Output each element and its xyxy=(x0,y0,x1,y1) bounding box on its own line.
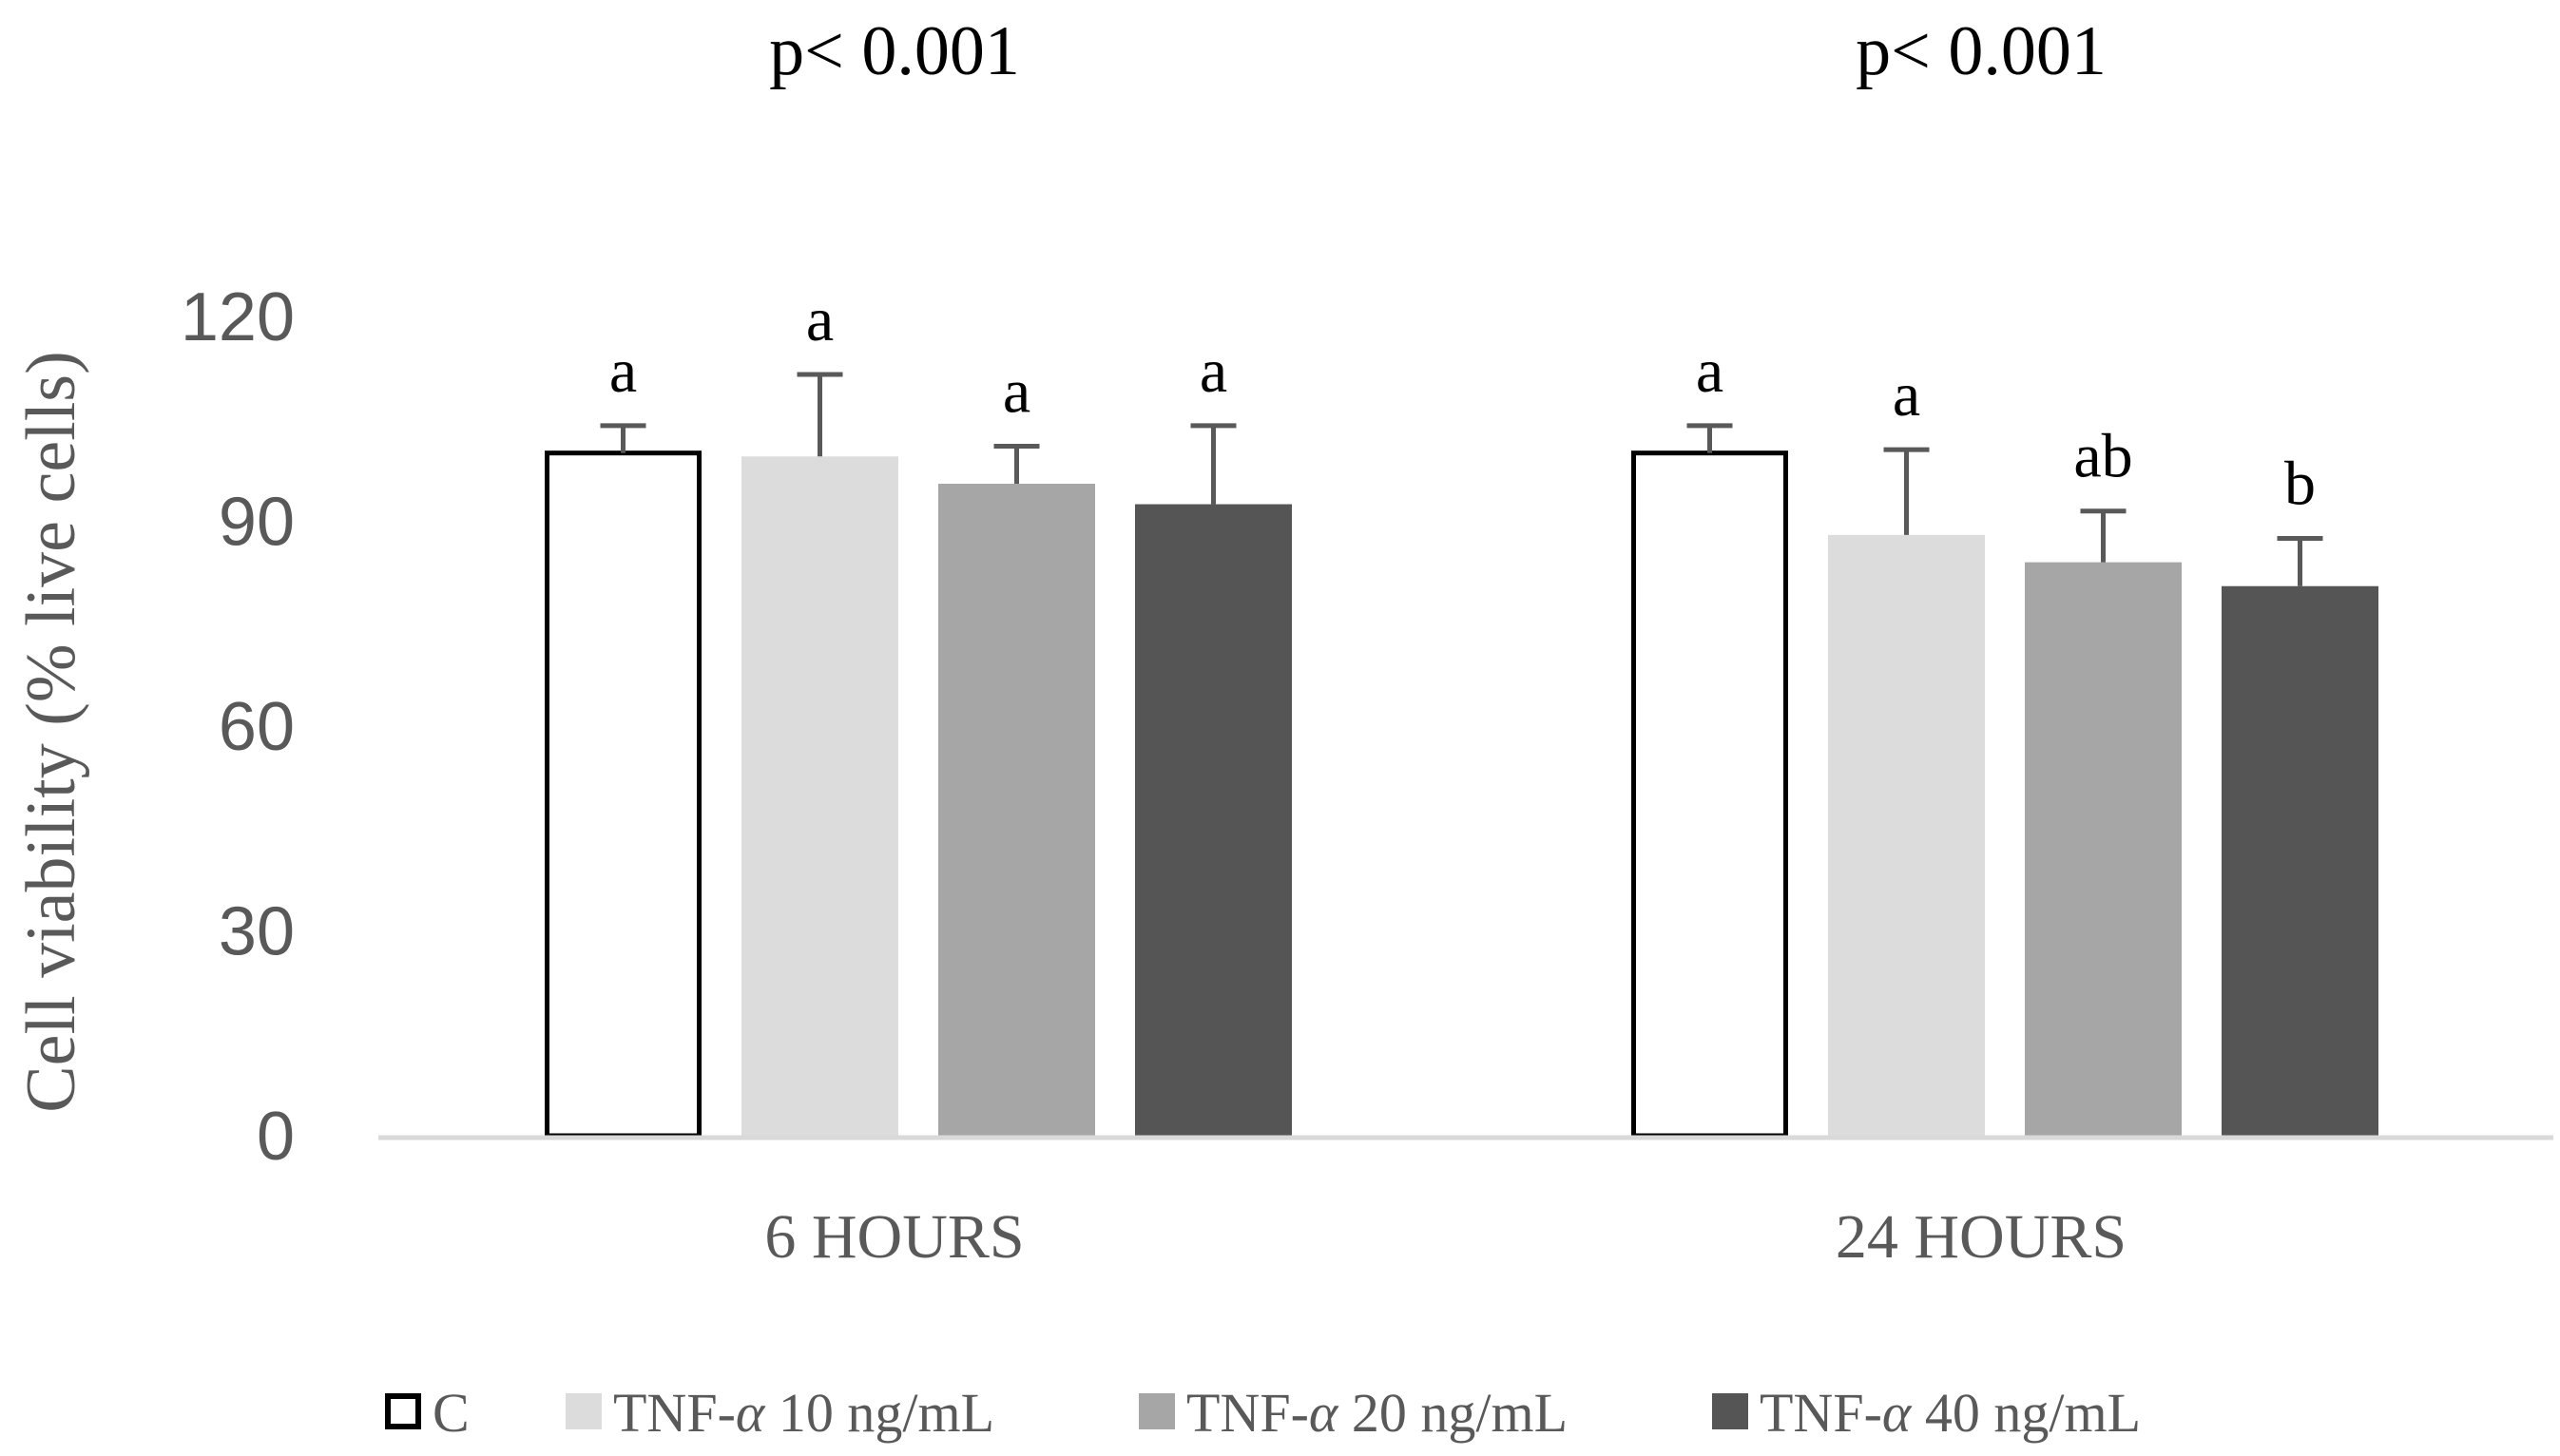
legend-swatch xyxy=(1139,1393,1175,1429)
significance-letter: a xyxy=(806,285,834,354)
legend-label: TNF-α 20 ng/mL xyxy=(1186,1382,1568,1444)
bar xyxy=(2222,585,2378,1136)
bar xyxy=(1135,504,1292,1136)
significance-letter: a xyxy=(1696,336,1723,406)
legend-swatch xyxy=(1712,1393,1748,1429)
y-tick-label: 60 xyxy=(219,689,295,765)
legend-label: TNF-α 10 ng/mL xyxy=(613,1382,994,1444)
y-axis-label-group: Cell viability (% live cells) xyxy=(12,351,90,1112)
significance-letter: b xyxy=(2284,449,2316,518)
bar xyxy=(938,483,1095,1136)
y-tick-label: 30 xyxy=(219,894,295,970)
significance-letters: a a a a a a ab b xyxy=(609,285,2316,518)
significance-letter: a xyxy=(1200,336,1227,406)
y-tick-label: 0 xyxy=(257,1099,295,1175)
y-tick-label: 120 xyxy=(181,279,295,355)
legend: C TNF-α 10 ng/mL TNF-α 20 ng/mL TNF-α 40 ng… xyxy=(385,1382,2141,1444)
error-bars xyxy=(600,372,2323,586)
p-value-annotations: p< 0.001 p< 0.001 xyxy=(769,12,2107,90)
bars xyxy=(545,450,2378,1139)
p-value-annotation: p< 0.001 xyxy=(769,12,1020,90)
significance-letter: a xyxy=(609,336,637,406)
legend-label: C xyxy=(433,1382,470,1444)
bar xyxy=(741,456,898,1137)
bar xyxy=(1631,450,1788,1139)
bar xyxy=(545,450,702,1139)
x-tick-label: 6 HOURS xyxy=(764,1202,1024,1272)
significance-letter: a xyxy=(1003,356,1030,426)
x-tick-labels: 6 HOURS 24 HOURS xyxy=(764,1202,2127,1272)
bar xyxy=(1828,534,1985,1136)
y-ticks: 0 30 60 90 120 xyxy=(181,279,295,1175)
legend-swatch xyxy=(566,1393,602,1429)
bar xyxy=(2025,562,2182,1136)
y-tick-label: 90 xyxy=(219,485,295,561)
significance-letter: ab xyxy=(2073,422,2132,491)
x-tick-label: 24 HOURS xyxy=(1836,1202,2127,1272)
p-value-annotation: p< 0.001 xyxy=(1856,12,2107,90)
y-axis-title: Cell viability (% live cells) xyxy=(12,351,90,1112)
legend-label: TNF-α 40 ng/mL xyxy=(1760,1382,2141,1444)
legend-swatch xyxy=(385,1393,421,1429)
significance-letter: a xyxy=(1893,360,1920,430)
